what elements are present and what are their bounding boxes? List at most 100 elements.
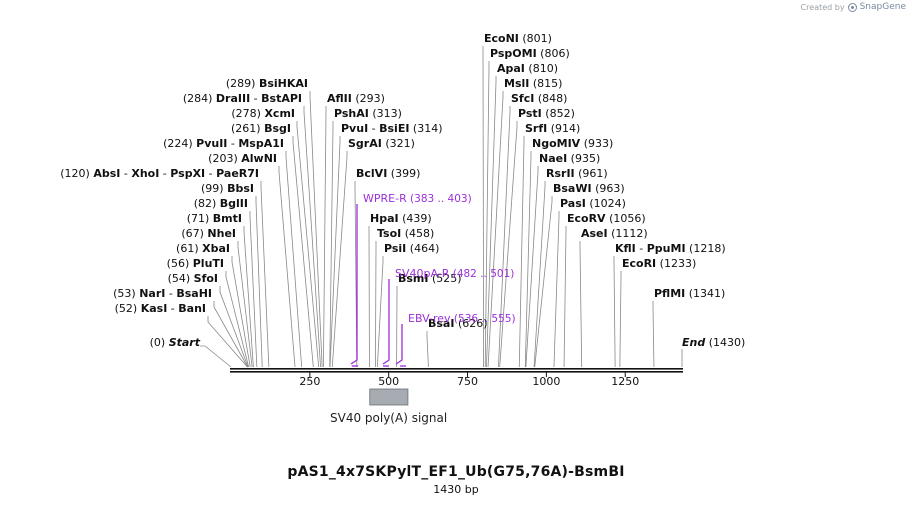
site-position: (525) <box>429 272 462 285</box>
primer-wpre-r: WPRE-R (383 .. 403) <box>350 192 472 367</box>
site-label-pspomi: PspOMI (806) <box>490 47 570 60</box>
enzyme-name: PsiI <box>384 242 406 255</box>
axis-tick-label-500: 500 <box>378 375 399 388</box>
enzyme-name: HpaI <box>370 212 399 225</box>
site-label-bclvi: BclVI (399) <box>356 167 420 180</box>
enzyme-name: PaeR7I <box>216 167 259 180</box>
enzyme-name: NaeI <box>539 152 567 165</box>
separator: - <box>227 137 238 150</box>
site-label-kasi: (52) KasI - BanI <box>115 302 206 315</box>
site-label-bmti: (71) BmtI <box>187 212 242 225</box>
site-position: (293) <box>352 92 385 105</box>
site-line-apai <box>486 76 497 368</box>
site-label-absi: (120) AbsI - XhoI - PspXI - PaeR7I <box>60 167 259 180</box>
site-position: (224) <box>163 137 196 150</box>
site-pspomi: PspOMI (806) <box>490 47 570 60</box>
site-line-naei <box>525 166 539 368</box>
site-position: (914) <box>547 122 580 135</box>
enzyme-name: NheI <box>207 227 236 240</box>
site-position: (1112) <box>608 227 648 240</box>
enzyme-name: EcoRI <box>622 257 656 270</box>
site-position: (464) <box>406 242 439 255</box>
axis-tick-label-1250: 1250 <box>611 375 639 388</box>
feature-box-sv40-polya <box>369 388 409 406</box>
site-draiii: (284) DraIII - BstAPI <box>183 92 302 105</box>
site-position: (278) <box>231 107 264 120</box>
enzyme-name: SfoI <box>194 272 218 285</box>
site-pluti: (56) PluTI <box>167 257 224 270</box>
site-line-econi <box>482 46 485 368</box>
site-position: (313) <box>369 107 402 120</box>
site-position: (120) <box>60 167 93 180</box>
primer-label-sv40pa-r: SV40pA-R (482 .. 501) <box>395 267 514 280</box>
site-pasi: PasI (1024) <box>560 197 626 210</box>
site-line-bglii <box>249 211 258 368</box>
site-position: (53) <box>113 287 139 300</box>
site-apai: ApaI (810) <box>497 62 558 75</box>
site-label-xbai: (61) XbaI <box>176 242 230 255</box>
site-position: (314) <box>409 122 442 135</box>
start-position: (0) <box>150 336 169 349</box>
site-label-psti: PstI (852) <box>518 107 575 120</box>
enzyme-name: PluTI <box>193 257 224 270</box>
enzyme-name: SgrAI <box>348 137 382 150</box>
site-bsawi: BsaWI (963) <box>553 182 625 195</box>
site-line-nhei <box>237 241 253 368</box>
site-line-pluti <box>225 271 250 368</box>
site-position: (284) <box>183 92 216 105</box>
site-line-pvuii <box>285 151 303 368</box>
site-pvuii: (224) PvuII - MspA1I <box>163 137 284 150</box>
site-line-sfoi <box>219 286 249 368</box>
plasmid-length: 1430 bp <box>433 483 479 496</box>
site-line-psii <box>376 256 384 368</box>
enzyme-name: BmtI <box>213 212 242 225</box>
site-position: (439) <box>399 212 432 225</box>
site-psii: PsiI (464) <box>384 242 439 255</box>
enzyme-name: PpuMI <box>647 242 686 255</box>
site-xcmi: (278) XcmI <box>231 107 295 120</box>
site-position: (961) <box>575 167 608 180</box>
site-line-bsgi <box>292 136 314 368</box>
site-line-bclvi <box>354 181 358 368</box>
site-sfoi: (54) SfoI <box>168 272 218 285</box>
enzyme-name: KasI <box>141 302 168 315</box>
enzyme-name: BsiEI <box>379 122 409 135</box>
site-line-pspomi <box>484 61 490 368</box>
primer-arrow-ebv-rev <box>395 324 403 365</box>
site-label-bsawi: BsaWI (963) <box>553 182 625 195</box>
enzyme-name: PstI <box>518 107 542 120</box>
separator: - <box>159 167 170 180</box>
end-label: End <box>682 336 705 349</box>
site-line-bsai <box>426 331 429 368</box>
site-position: (1233) <box>656 257 696 270</box>
site-kasi: (52) KasI - BanI <box>115 302 206 315</box>
site-line-kasi <box>207 316 248 368</box>
enzyme-name: BstAPI <box>261 92 302 105</box>
site-label-pvui: PvuI - BsiEI (314) <box>341 122 443 135</box>
site-line-ecorv <box>563 226 567 368</box>
site-line-absi <box>260 181 270 368</box>
enzyme-name: AbsI <box>93 167 120 180</box>
primer-range: (383 .. 403) <box>407 193 472 205</box>
enzyme-name: ApaI <box>497 62 525 75</box>
site-ecorv: EcoRV (1056) <box>567 212 646 225</box>
enzyme-name: BglII <box>220 197 248 210</box>
site-line-psti <box>499 121 518 368</box>
site-line-xcmi <box>296 121 320 368</box>
primer-label-ebv-rev: EBV-rev (536 .. 555) <box>408 312 516 325</box>
enzyme-name: AflII <box>327 92 352 105</box>
site-pflmi: PflMI (1341) <box>654 287 725 300</box>
site-position: (1056) <box>606 212 646 225</box>
site-srfi: SrfI (914) <box>525 122 580 135</box>
site-label-apai: ApaI (810) <box>497 62 558 75</box>
site-tsoi: TsoI (458) <box>377 227 434 240</box>
site-aflii: AflII (293) <box>327 92 385 105</box>
site-line-rsrii <box>533 181 546 368</box>
site-msli: MslI (815) <box>504 77 562 90</box>
site-label-asei: AseI (1112) <box>581 227 648 240</box>
site-lines-layer <box>207 46 655 368</box>
site-labels-layer: (52) KasI - BanI (53) NarI - BsaHI (54) Sf… <box>60 32 725 330</box>
site-label-pflmi: PflMI (1341) <box>654 287 725 300</box>
site-bsihkai: (289) BsiHKAI <box>226 77 308 90</box>
separator: - <box>636 242 647 255</box>
